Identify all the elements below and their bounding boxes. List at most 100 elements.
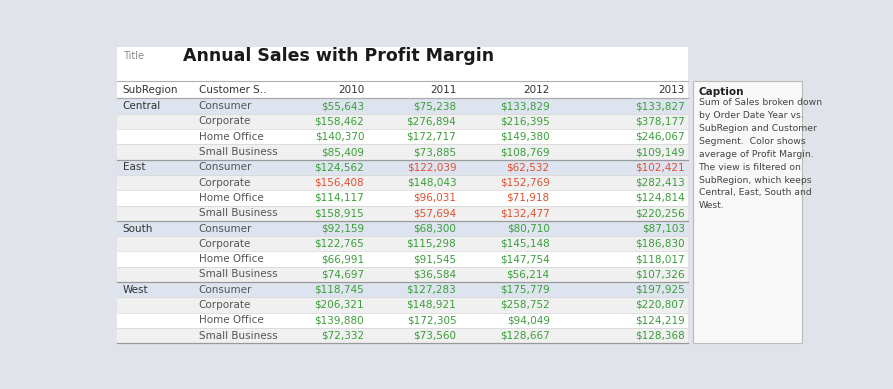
Text: $124,562: $124,562 (314, 162, 364, 172)
Text: $128,667: $128,667 (500, 331, 550, 340)
Text: $132,477: $132,477 (500, 208, 550, 218)
Text: $75,238: $75,238 (413, 101, 456, 111)
Text: Consumer: Consumer (199, 224, 252, 233)
Text: Consumer: Consumer (199, 285, 252, 295)
Text: Home Office: Home Office (199, 132, 263, 142)
Text: $258,752: $258,752 (500, 300, 550, 310)
FancyBboxPatch shape (117, 205, 689, 221)
FancyBboxPatch shape (117, 144, 689, 159)
Text: $133,827: $133,827 (635, 101, 685, 111)
Text: $73,560: $73,560 (413, 331, 456, 340)
Text: $152,769: $152,769 (500, 178, 550, 187)
Text: $115,298: $115,298 (406, 239, 456, 249)
Text: $158,915: $158,915 (314, 208, 364, 218)
FancyBboxPatch shape (117, 159, 689, 175)
Text: $68,300: $68,300 (413, 224, 456, 233)
Text: Small Business: Small Business (199, 147, 278, 157)
FancyBboxPatch shape (117, 297, 689, 313)
FancyBboxPatch shape (117, 190, 689, 205)
Text: $71,918: $71,918 (506, 193, 550, 203)
Text: $128,368: $128,368 (635, 331, 685, 340)
FancyBboxPatch shape (117, 129, 689, 144)
Text: $139,880: $139,880 (314, 315, 364, 325)
Text: $56,214: $56,214 (506, 270, 550, 279)
Text: South: South (122, 224, 153, 233)
Text: $148,921: $148,921 (406, 300, 456, 310)
Text: $122,765: $122,765 (314, 239, 364, 249)
Text: $206,321: $206,321 (314, 300, 364, 310)
Text: $36,584: $36,584 (413, 270, 456, 279)
Text: $127,283: $127,283 (406, 285, 456, 295)
FancyBboxPatch shape (117, 47, 689, 81)
Text: $149,380: $149,380 (500, 132, 550, 142)
FancyBboxPatch shape (117, 236, 689, 251)
Text: West: West (122, 285, 148, 295)
Text: $172,717: $172,717 (406, 132, 456, 142)
Text: $74,697: $74,697 (321, 270, 364, 279)
FancyBboxPatch shape (117, 98, 689, 114)
Text: $102,421: $102,421 (635, 162, 685, 172)
Text: $72,332: $72,332 (321, 331, 364, 340)
Text: Consumer: Consumer (199, 162, 252, 172)
Text: $118,745: $118,745 (314, 285, 364, 295)
Text: Consumer: Consumer (199, 101, 252, 111)
Text: $378,177: $378,177 (635, 116, 685, 126)
Text: Caption: Caption (698, 86, 744, 96)
Text: $282,413: $282,413 (635, 178, 685, 187)
Text: $124,219: $124,219 (635, 315, 685, 325)
Text: $114,117: $114,117 (314, 193, 364, 203)
Text: Home Office: Home Office (199, 193, 263, 203)
FancyBboxPatch shape (117, 221, 689, 236)
Text: Small Business: Small Business (199, 331, 278, 340)
Text: Small Business: Small Business (199, 270, 278, 279)
Text: $158,462: $158,462 (314, 116, 364, 126)
Text: SubRegion: SubRegion (122, 85, 179, 95)
Text: $186,830: $186,830 (635, 239, 685, 249)
Text: $109,149: $109,149 (635, 147, 685, 157)
Text: $246,067: $246,067 (635, 132, 685, 142)
Text: $73,885: $73,885 (413, 147, 456, 157)
FancyBboxPatch shape (693, 81, 802, 343)
Text: $80,710: $80,710 (507, 224, 550, 233)
Text: 2011: 2011 (430, 85, 456, 95)
Text: $145,148: $145,148 (500, 239, 550, 249)
Text: $122,039: $122,039 (406, 162, 456, 172)
Text: $96,031: $96,031 (413, 193, 456, 203)
Text: $91,545: $91,545 (413, 254, 456, 264)
Text: $276,894: $276,894 (406, 116, 456, 126)
Text: $175,779: $175,779 (500, 285, 550, 295)
FancyBboxPatch shape (117, 328, 689, 343)
Text: Corporate: Corporate (199, 239, 251, 249)
FancyBboxPatch shape (117, 81, 689, 98)
Text: Corporate: Corporate (199, 300, 251, 310)
Text: $216,395: $216,395 (500, 116, 550, 126)
FancyBboxPatch shape (117, 251, 689, 267)
Text: $108,769: $108,769 (500, 147, 550, 157)
Text: 2013: 2013 (658, 85, 685, 95)
Text: $147,754: $147,754 (500, 254, 550, 264)
Text: $148,043: $148,043 (406, 178, 456, 187)
FancyBboxPatch shape (117, 282, 689, 297)
Text: Home Office: Home Office (199, 315, 263, 325)
Text: $107,326: $107,326 (635, 270, 685, 279)
Text: $172,305: $172,305 (406, 315, 456, 325)
Text: $94,049: $94,049 (506, 315, 550, 325)
Text: Annual Sales with Profit Margin: Annual Sales with Profit Margin (183, 47, 494, 65)
Text: $133,829: $133,829 (500, 101, 550, 111)
Text: $57,694: $57,694 (413, 208, 456, 218)
Text: $220,256: $220,256 (635, 208, 685, 218)
Text: 2012: 2012 (523, 85, 550, 95)
Text: $124,814: $124,814 (635, 193, 685, 203)
Text: Small Business: Small Business (199, 208, 278, 218)
Text: $66,991: $66,991 (321, 254, 364, 264)
Text: $156,408: $156,408 (314, 178, 364, 187)
Text: $55,643: $55,643 (321, 101, 364, 111)
Text: $197,925: $197,925 (635, 285, 685, 295)
Text: $118,017: $118,017 (635, 254, 685, 264)
Text: Central: Central (122, 101, 161, 111)
Text: $92,159: $92,159 (321, 224, 364, 233)
Text: East: East (122, 162, 146, 172)
FancyBboxPatch shape (117, 313, 689, 328)
Text: Corporate: Corporate (199, 178, 251, 187)
Text: Customer S..: Customer S.. (199, 85, 266, 95)
